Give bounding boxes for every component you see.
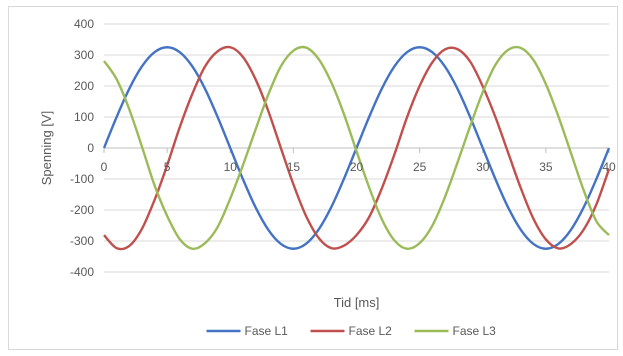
y-tick-label: -100 [70, 172, 94, 186]
y-tick-label: 300 [74, 48, 94, 62]
series-line-3 [103, 45, 610, 251]
y-tick-labels: 400 300 200 100 0 -100 -200 -300 -400 [70, 17, 94, 279]
y-tick-label: 200 [74, 79, 94, 93]
x-tick-label: 0 [101, 160, 108, 174]
x-tick-label: 35 [539, 160, 553, 174]
legend: Fase L1 Fase L2 Fase L3 [206, 324, 497, 338]
line-chart: 400 300 200 100 0 -100 -200 -300 -400 0 5 10 15 20 25… [39, 17, 616, 338]
x-axis-label: Tid [ms] [334, 295, 380, 310]
x-tick-label: 10 [224, 160, 238, 174]
y-tick-label: 100 [74, 110, 94, 124]
y-tick-label: -300 [70, 234, 94, 248]
y-tick-label: -200 [70, 203, 94, 217]
x-tick-label: 20 [350, 160, 364, 174]
series-lines [102, 45, 611, 251]
x-tick-label: 15 [287, 160, 301, 174]
y-tick-label: 400 [74, 17, 94, 31]
x-tick-label: 40 [602, 160, 616, 174]
y-axis-label: Spenning [V] [39, 111, 54, 185]
y-tick-label: 0 [87, 141, 94, 155]
chart-frame: 400 300 200 100 0 -100 -200 -300 -400 0 5 10 15 20 25… [8, 6, 618, 350]
x-tick-label: 30 [476, 160, 490, 174]
series-line-2 [103, 45, 611, 251]
legend-label-1: Fase L1 [245, 324, 289, 338]
legend-label-2: Fase L2 [349, 324, 393, 338]
y-tick-label: -400 [70, 265, 94, 279]
legend-label-3: Fase L3 [453, 324, 497, 338]
x-tick-labels: 0 5 10 15 20 25 30 35 40 [101, 160, 616, 174]
x-tick-label: 25 [413, 160, 427, 174]
x-tick-label: 5 [164, 160, 171, 174]
